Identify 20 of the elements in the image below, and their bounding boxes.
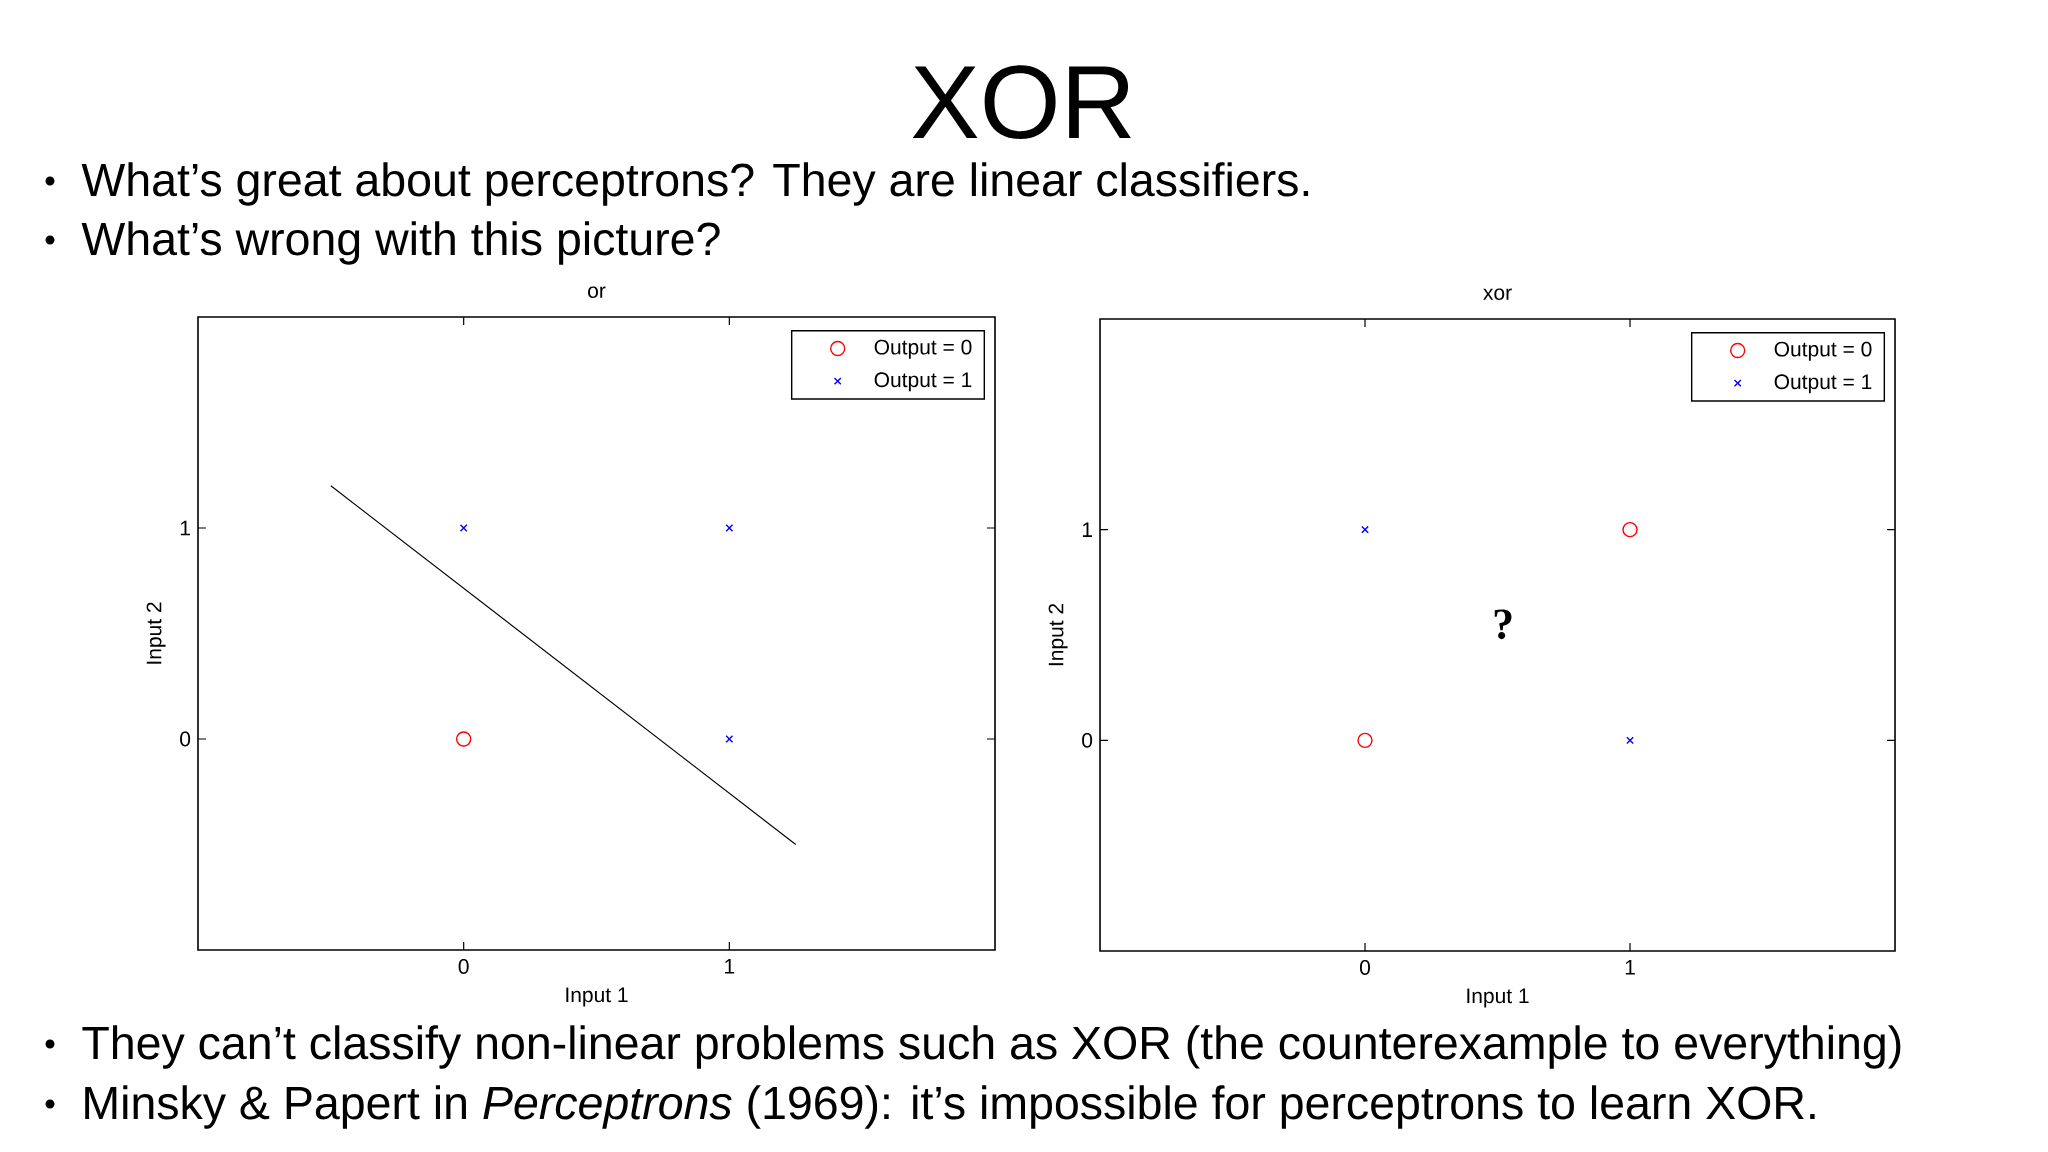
annotation: ? (1494, 609, 1512, 640)
chart-title: xor (1483, 288, 1512, 301)
text: XOR (912, 65, 1131, 140)
x-axis-title: Input 1 (566, 987, 628, 1007)
x-tick-label: 0 (458, 959, 469, 974)
text: Minsky & Papert in Perceptrons (1969): it’s impossible for perceptrons to learn XOR. (85, 1085, 1815, 1129)
x-tick-label: 1 (725, 959, 735, 974)
chart-title: or (588, 286, 606, 299)
y-axis-title: Input 2 (1048, 603, 1068, 666)
legend-label: Output = 1 (874, 372, 972, 392)
y-axis-title: Input 2 (146, 602, 166, 664)
text: They can’t classify non-linear problems such as XOR (the counterexample to everything) (82, 1025, 1901, 1069)
x-tick-label: 1 (1625, 960, 1635, 975)
legend-label: Output = 0 (874, 339, 972, 359)
x-axis-title: Input 1 (1467, 988, 1529, 1008)
text: What’s great about perceptrons? They are linear classifiers. (81, 162, 1309, 206)
legend-label: Output = 0 (1774, 341, 1872, 361)
legend-label: Output = 1 (1774, 374, 1872, 394)
text: What’s wrong with this picture? (81, 221, 720, 265)
x-tick-label: 0 (1359, 960, 1371, 975)
